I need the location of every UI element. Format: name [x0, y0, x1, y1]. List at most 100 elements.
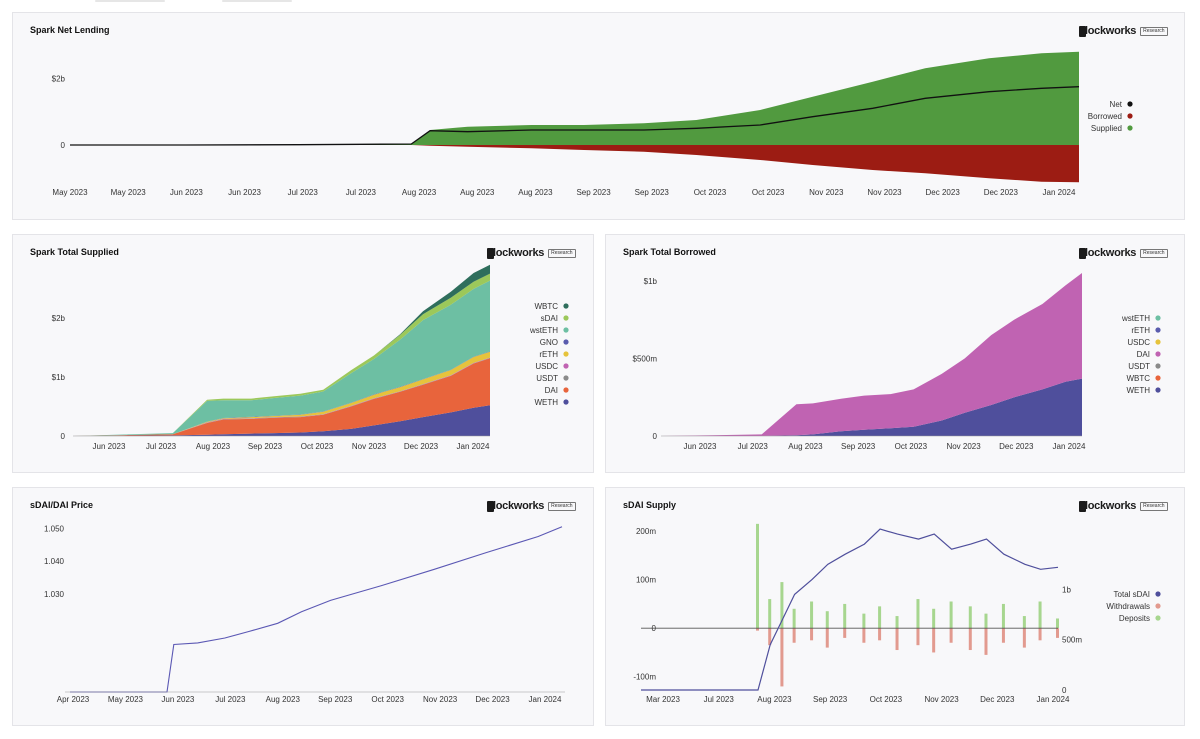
brand-logo: lockworks Research — [1079, 499, 1168, 513]
x-tick-label: Jan 2024 — [1053, 442, 1086, 451]
brand-word: lockworks — [1085, 500, 1137, 512]
x-tick-label: Apr 2023 — [57, 695, 90, 704]
legend-label: DAI — [545, 386, 558, 395]
legend-swatch — [563, 387, 569, 393]
legend-label: Net — [1110, 100, 1123, 109]
deposit-bar — [825, 611, 829, 629]
x-tick-label: Sep 2023 — [841, 442, 876, 451]
y2-tick-label: 1b — [1062, 585, 1071, 594]
deposit-bar — [1038, 601, 1042, 629]
x-tick-label: Sep 2023 — [248, 442, 283, 451]
area-dai — [661, 273, 1082, 436]
x-tick-label: Jan 2024 — [457, 442, 490, 451]
withdrawal-bar — [825, 628, 829, 648]
research-badge: Research — [1140, 248, 1168, 258]
x-tick-label: Dec 2023 — [404, 442, 439, 451]
legend-label: Total sDAI — [1114, 590, 1150, 599]
x-tick-label: May 2023 — [108, 695, 144, 704]
deposit-bar — [862, 613, 866, 629]
legend-swatch — [1127, 101, 1133, 107]
x-tick-label: Jul 2023 — [738, 442, 769, 451]
deposit-bar — [984, 613, 988, 629]
sdai-price-panel: sDAI/DAI Price lockworks Research 1.030 1… — [12, 487, 594, 726]
legend-swatch — [563, 315, 569, 321]
panel-title: sDAI/DAI Price — [30, 500, 94, 510]
x-tick-label: Aug 2023 — [757, 695, 792, 704]
deposit-bar — [780, 582, 784, 629]
deposit-bar — [1022, 616, 1026, 629]
tab-stub[interactable] — [222, 0, 292, 2]
net-line — [70, 86, 1080, 146]
y-tick-label: 200m — [636, 527, 656, 536]
research-badge: Research — [548, 501, 576, 511]
withdrawal-bar — [949, 628, 953, 643]
legend-swatch — [1155, 375, 1161, 381]
deposit-bar — [949, 601, 953, 629]
net-lending-panel: Spark Net Lending lockworks Research 0 $2… — [12, 12, 1185, 220]
legend-label: GNO — [540, 338, 558, 347]
panel-title: sDAI Supply — [623, 500, 677, 510]
brand-logo: lockworks Research — [1079, 24, 1168, 38]
research-badge: Research — [1140, 26, 1168, 36]
x-tick-label: May 2023 — [111, 188, 147, 197]
legend-swatch — [563, 303, 569, 309]
withdrawal-bar — [984, 628, 988, 655]
legend-label: Borrowed — [1088, 112, 1122, 121]
legend-swatch — [1155, 603, 1161, 609]
x-tick-label: Jun 2023 — [161, 695, 194, 704]
x-tick-label: Aug 2023 — [518, 188, 553, 197]
x-tick-label: Nov 2023 — [423, 695, 458, 704]
deposit-bar — [1056, 618, 1059, 629]
brand-word: lockworks — [1085, 247, 1137, 259]
top-tab-bar — [0, 0, 1200, 6]
legend-swatch — [1155, 315, 1161, 321]
deposit-bar — [932, 608, 936, 629]
legend-label: rETH — [1131, 326, 1150, 335]
legend-label: Withdrawals — [1106, 602, 1150, 611]
x-tick-label: Mar 2023 — [646, 695, 680, 704]
x-tick-label: Jan 2024 — [1043, 188, 1076, 197]
total-supplied-chart: 0 $1b $2b Jun 2023 Jul 2023 Aug 2023 Sep 2023 O… — [52, 264, 569, 451]
x-tick-label: Nov 2023 — [352, 442, 387, 451]
deposit-bar — [756, 523, 759, 629]
withdrawal-bar — [932, 628, 936, 653]
x-tick-label: Jul 2023 — [346, 188, 377, 197]
legend-label: wstETH — [529, 326, 558, 335]
legend-swatch — [1155, 387, 1161, 393]
tab-stub[interactable] — [95, 0, 165, 2]
legend-label: wstETH — [1121, 314, 1150, 323]
x-tick-label: Jun 2023 — [93, 442, 126, 451]
y-tick-label: 0 — [652, 624, 657, 633]
x-tick-label: Jul 2023 — [215, 695, 246, 704]
legend-swatch — [563, 327, 569, 333]
withdrawal-bar — [792, 628, 796, 643]
area-wsteth — [73, 280, 490, 436]
deposit-bar — [916, 599, 920, 629]
x-tick-label: Aug 2023 — [788, 442, 823, 451]
x-tick-label: Dec 2023 — [999, 442, 1034, 451]
legend-label: Deposits — [1119, 614, 1150, 623]
y-tick-label: $1b — [52, 373, 66, 382]
legend-swatch — [1155, 327, 1161, 333]
legend-swatch — [1155, 591, 1161, 597]
deposit-bar — [878, 606, 882, 629]
x-tick-label: Oct 2023 — [870, 695, 903, 704]
legend-label: WBTC — [534, 302, 558, 311]
price-line — [70, 526, 563, 693]
legend-label: DAI — [1137, 350, 1150, 359]
x-tick-label: Aug 2023 — [196, 442, 231, 451]
x-tick-label: Oct 2023 — [371, 695, 404, 704]
legend-label: rETH — [539, 350, 558, 359]
legend-swatch — [563, 399, 569, 405]
brand-mark-icon — [1079, 25, 1086, 37]
total-borrowed-chart: 0 $500m $1b Jun 2023 Jul 2023 Aug 2023 Sep 202… — [633, 273, 1161, 451]
y-tick-label: 0 — [653, 432, 658, 441]
brand-logo: lockworks Research — [487, 499, 576, 513]
x-tick-label: Oct 2023 — [301, 442, 334, 451]
legend-label: sDAI — [541, 314, 558, 323]
y2-tick-label: 500m — [1062, 636, 1082, 645]
legend-label: WBTC — [1126, 374, 1150, 383]
x-tick-label: Sep 2023 — [813, 695, 848, 704]
sdai-supply-panel: sDAI Supply lockworks Research -100m 0 100… — [605, 487, 1185, 726]
y-tick-label: 1.040 — [44, 557, 65, 566]
